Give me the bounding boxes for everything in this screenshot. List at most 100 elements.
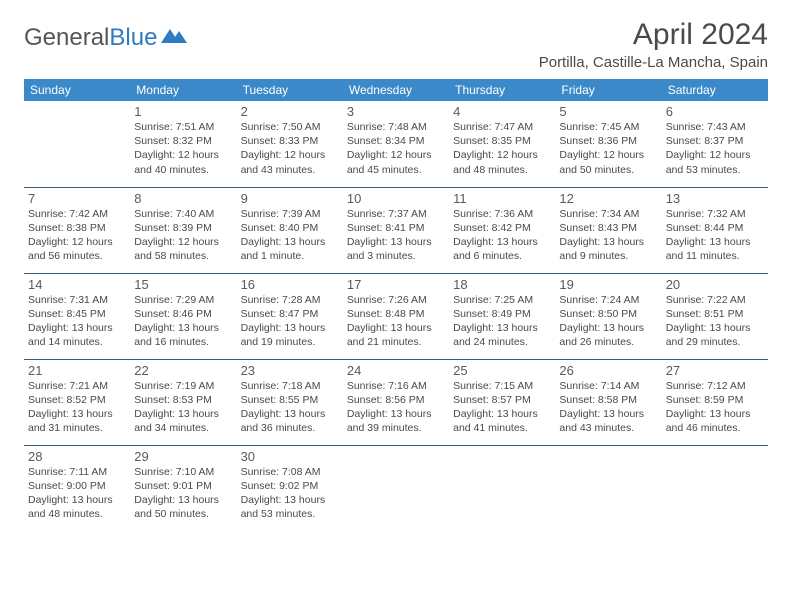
day-number: 27 xyxy=(666,363,764,378)
location: Portilla, Castille-La Mancha, Spain xyxy=(539,54,768,71)
header: GeneralBlue April 2024 Portilla, Castill… xyxy=(24,18,768,71)
day-cell: 1Sunrise: 7:51 AMSunset: 8:32 PMDaylight… xyxy=(130,101,236,187)
day-number: 30 xyxy=(241,449,339,464)
day-cell xyxy=(555,445,661,531)
day-cell: 12Sunrise: 7:34 AMSunset: 8:43 PMDayligh… xyxy=(555,187,661,273)
day-info: Sunrise: 7:10 AMSunset: 9:01 PMDaylight:… xyxy=(134,465,232,522)
day-info: Sunrise: 7:18 AMSunset: 8:55 PMDaylight:… xyxy=(241,379,339,436)
logo: GeneralBlue xyxy=(24,18,187,52)
day-header-cell: Wednesday xyxy=(343,79,449,101)
day-number: 12 xyxy=(559,191,657,206)
day-cell: 3Sunrise: 7:48 AMSunset: 8:34 PMDaylight… xyxy=(343,101,449,187)
day-number: 2 xyxy=(241,104,339,119)
day-number: 25 xyxy=(453,363,551,378)
day-cell: 19Sunrise: 7:24 AMSunset: 8:50 PMDayligh… xyxy=(555,273,661,359)
day-info: Sunrise: 7:11 AMSunset: 9:00 PMDaylight:… xyxy=(28,465,126,522)
day-cell: 22Sunrise: 7:19 AMSunset: 8:53 PMDayligh… xyxy=(130,359,236,445)
day-number: 28 xyxy=(28,449,126,464)
day-info: Sunrise: 7:08 AMSunset: 9:02 PMDaylight:… xyxy=(241,465,339,522)
day-cell: 20Sunrise: 7:22 AMSunset: 8:51 PMDayligh… xyxy=(662,273,768,359)
month-title: April 2024 xyxy=(539,18,768,52)
day-cell: 5Sunrise: 7:45 AMSunset: 8:36 PMDaylight… xyxy=(555,101,661,187)
day-number: 5 xyxy=(559,104,657,119)
day-cell xyxy=(343,445,449,531)
day-info: Sunrise: 7:42 AMSunset: 8:38 PMDaylight:… xyxy=(28,207,126,264)
day-info: Sunrise: 7:32 AMSunset: 8:44 PMDaylight:… xyxy=(666,207,764,264)
day-cell: 30Sunrise: 7:08 AMSunset: 9:02 PMDayligh… xyxy=(237,445,343,531)
week-row: 7Sunrise: 7:42 AMSunset: 8:38 PMDaylight… xyxy=(24,187,768,273)
day-info: Sunrise: 7:12 AMSunset: 8:59 PMDaylight:… xyxy=(666,379,764,436)
day-cell: 29Sunrise: 7:10 AMSunset: 9:01 PMDayligh… xyxy=(130,445,236,531)
day-info: Sunrise: 7:40 AMSunset: 8:39 PMDaylight:… xyxy=(134,207,232,264)
title-block: April 2024 Portilla, Castille-La Mancha,… xyxy=(539,18,768,71)
logo-text-2: Blue xyxy=(109,24,157,52)
day-number: 20 xyxy=(666,277,764,292)
day-info: Sunrise: 7:31 AMSunset: 8:45 PMDaylight:… xyxy=(28,293,126,350)
day-info: Sunrise: 7:51 AMSunset: 8:32 PMDaylight:… xyxy=(134,120,232,177)
day-cell: 23Sunrise: 7:18 AMSunset: 8:55 PMDayligh… xyxy=(237,359,343,445)
day-info: Sunrise: 7:50 AMSunset: 8:33 PMDaylight:… xyxy=(241,120,339,177)
day-number: 10 xyxy=(347,191,445,206)
day-info: Sunrise: 7:25 AMSunset: 8:49 PMDaylight:… xyxy=(453,293,551,350)
day-number: 8 xyxy=(134,191,232,206)
day-header-cell: Thursday xyxy=(449,79,555,101)
day-header-cell: Tuesday xyxy=(237,79,343,101)
day-number: 29 xyxy=(134,449,232,464)
day-cell xyxy=(24,101,130,187)
day-cell: 4Sunrise: 7:47 AMSunset: 8:35 PMDaylight… xyxy=(449,101,555,187)
day-info: Sunrise: 7:21 AMSunset: 8:52 PMDaylight:… xyxy=(28,379,126,436)
day-cell xyxy=(449,445,555,531)
day-cell: 16Sunrise: 7:28 AMSunset: 8:47 PMDayligh… xyxy=(237,273,343,359)
week-row: 21Sunrise: 7:21 AMSunset: 8:52 PMDayligh… xyxy=(24,359,768,445)
day-number: 6 xyxy=(666,104,764,119)
day-cell: 24Sunrise: 7:16 AMSunset: 8:56 PMDayligh… xyxy=(343,359,449,445)
week-row: 14Sunrise: 7:31 AMSunset: 8:45 PMDayligh… xyxy=(24,273,768,359)
day-info: Sunrise: 7:48 AMSunset: 8:34 PMDaylight:… xyxy=(347,120,445,177)
day-number: 23 xyxy=(241,363,339,378)
day-cell: 11Sunrise: 7:36 AMSunset: 8:42 PMDayligh… xyxy=(449,187,555,273)
day-number: 14 xyxy=(28,277,126,292)
day-cell: 14Sunrise: 7:31 AMSunset: 8:45 PMDayligh… xyxy=(24,273,130,359)
day-cell: 7Sunrise: 7:42 AMSunset: 8:38 PMDaylight… xyxy=(24,187,130,273)
day-cell: 13Sunrise: 7:32 AMSunset: 8:44 PMDayligh… xyxy=(662,187,768,273)
day-header-row: SundayMondayTuesdayWednesdayThursdayFrid… xyxy=(24,79,768,101)
day-info: Sunrise: 7:29 AMSunset: 8:46 PMDaylight:… xyxy=(134,293,232,350)
day-header-cell: Friday xyxy=(555,79,661,101)
day-cell: 6Sunrise: 7:43 AMSunset: 8:37 PMDaylight… xyxy=(662,101,768,187)
day-cell: 25Sunrise: 7:15 AMSunset: 8:57 PMDayligh… xyxy=(449,359,555,445)
day-number: 26 xyxy=(559,363,657,378)
logo-text-1: General xyxy=(24,24,109,52)
day-info: Sunrise: 7:36 AMSunset: 8:42 PMDaylight:… xyxy=(453,207,551,264)
day-number: 16 xyxy=(241,277,339,292)
day-number: 4 xyxy=(453,104,551,119)
day-number: 11 xyxy=(453,191,551,206)
day-header-cell: Saturday xyxy=(662,79,768,101)
day-header-cell: Monday xyxy=(130,79,236,101)
day-number: 21 xyxy=(28,363,126,378)
day-info: Sunrise: 7:39 AMSunset: 8:40 PMDaylight:… xyxy=(241,207,339,264)
day-info: Sunrise: 7:47 AMSunset: 8:35 PMDaylight:… xyxy=(453,120,551,177)
day-info: Sunrise: 7:34 AMSunset: 8:43 PMDaylight:… xyxy=(559,207,657,264)
day-info: Sunrise: 7:24 AMSunset: 8:50 PMDaylight:… xyxy=(559,293,657,350)
day-number: 1 xyxy=(134,104,232,119)
day-info: Sunrise: 7:16 AMSunset: 8:56 PMDaylight:… xyxy=(347,379,445,436)
day-cell: 2Sunrise: 7:50 AMSunset: 8:33 PMDaylight… xyxy=(237,101,343,187)
day-cell: 27Sunrise: 7:12 AMSunset: 8:59 PMDayligh… xyxy=(662,359,768,445)
calendar-table: SundayMondayTuesdayWednesdayThursdayFrid… xyxy=(24,79,768,531)
week-row: 28Sunrise: 7:11 AMSunset: 9:00 PMDayligh… xyxy=(24,445,768,531)
day-number: 13 xyxy=(666,191,764,206)
day-number: 24 xyxy=(347,363,445,378)
day-cell: 26Sunrise: 7:14 AMSunset: 8:58 PMDayligh… xyxy=(555,359,661,445)
day-number: 15 xyxy=(134,277,232,292)
day-info: Sunrise: 7:22 AMSunset: 8:51 PMDaylight:… xyxy=(666,293,764,350)
day-cell: 15Sunrise: 7:29 AMSunset: 8:46 PMDayligh… xyxy=(130,273,236,359)
day-info: Sunrise: 7:37 AMSunset: 8:41 PMDaylight:… xyxy=(347,207,445,264)
day-number: 9 xyxy=(241,191,339,206)
day-cell: 9Sunrise: 7:39 AMSunset: 8:40 PMDaylight… xyxy=(237,187,343,273)
day-cell xyxy=(662,445,768,531)
day-info: Sunrise: 7:15 AMSunset: 8:57 PMDaylight:… xyxy=(453,379,551,436)
day-cell: 10Sunrise: 7:37 AMSunset: 8:41 PMDayligh… xyxy=(343,187,449,273)
day-info: Sunrise: 7:28 AMSunset: 8:47 PMDaylight:… xyxy=(241,293,339,350)
day-cell: 18Sunrise: 7:25 AMSunset: 8:49 PMDayligh… xyxy=(449,273,555,359)
day-info: Sunrise: 7:14 AMSunset: 8:58 PMDaylight:… xyxy=(559,379,657,436)
